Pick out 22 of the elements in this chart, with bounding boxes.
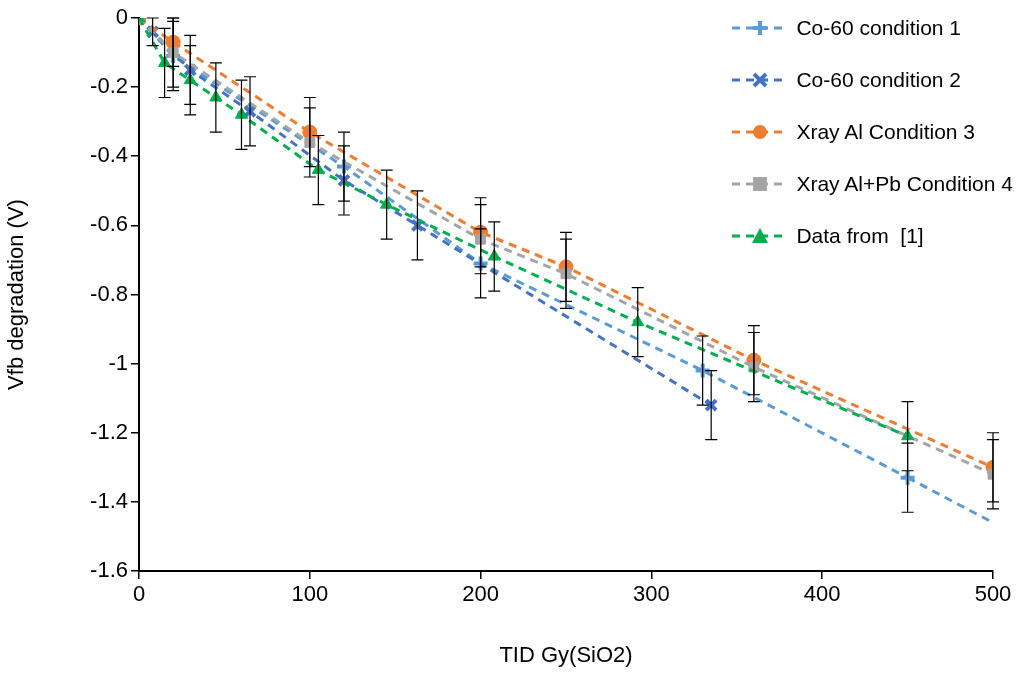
y-tick-label: -0.2 xyxy=(90,73,128,99)
y-tick-label: -1.6 xyxy=(90,557,128,583)
x-tick-label: 500 xyxy=(974,581,1012,607)
legend-label: Xray Al Condition 3 xyxy=(796,120,976,144)
x-tick-label: 100 xyxy=(291,581,329,607)
legend-label: Data from [1] xyxy=(796,224,924,248)
legend-label: Co-60 condition 1 xyxy=(796,16,962,40)
y-tick-label: -1.2 xyxy=(90,418,128,444)
legend-label: Co-60 condition 2 xyxy=(796,68,962,92)
x-axis-title: TID Gy(SiO2) xyxy=(499,641,633,667)
y-tick-label: -0.6 xyxy=(90,211,128,237)
y-tick-label: -0.8 xyxy=(90,280,128,306)
y-axis-title: Vfb degradation (V) xyxy=(3,199,29,390)
x-tick-label: 200 xyxy=(462,581,499,607)
y-tick-label: -0.4 xyxy=(90,142,128,168)
y-tick-label: 0 xyxy=(115,4,128,30)
x-tick-label: 0 xyxy=(132,581,146,607)
y-tick-label: -1 xyxy=(108,349,128,375)
x-tick-label: 400 xyxy=(803,581,841,607)
y-tick-label: -1.4 xyxy=(90,487,128,513)
x-tick-label: 300 xyxy=(633,581,670,607)
legend-label: Xray Al+Pb Condition 4 xyxy=(796,172,1013,196)
